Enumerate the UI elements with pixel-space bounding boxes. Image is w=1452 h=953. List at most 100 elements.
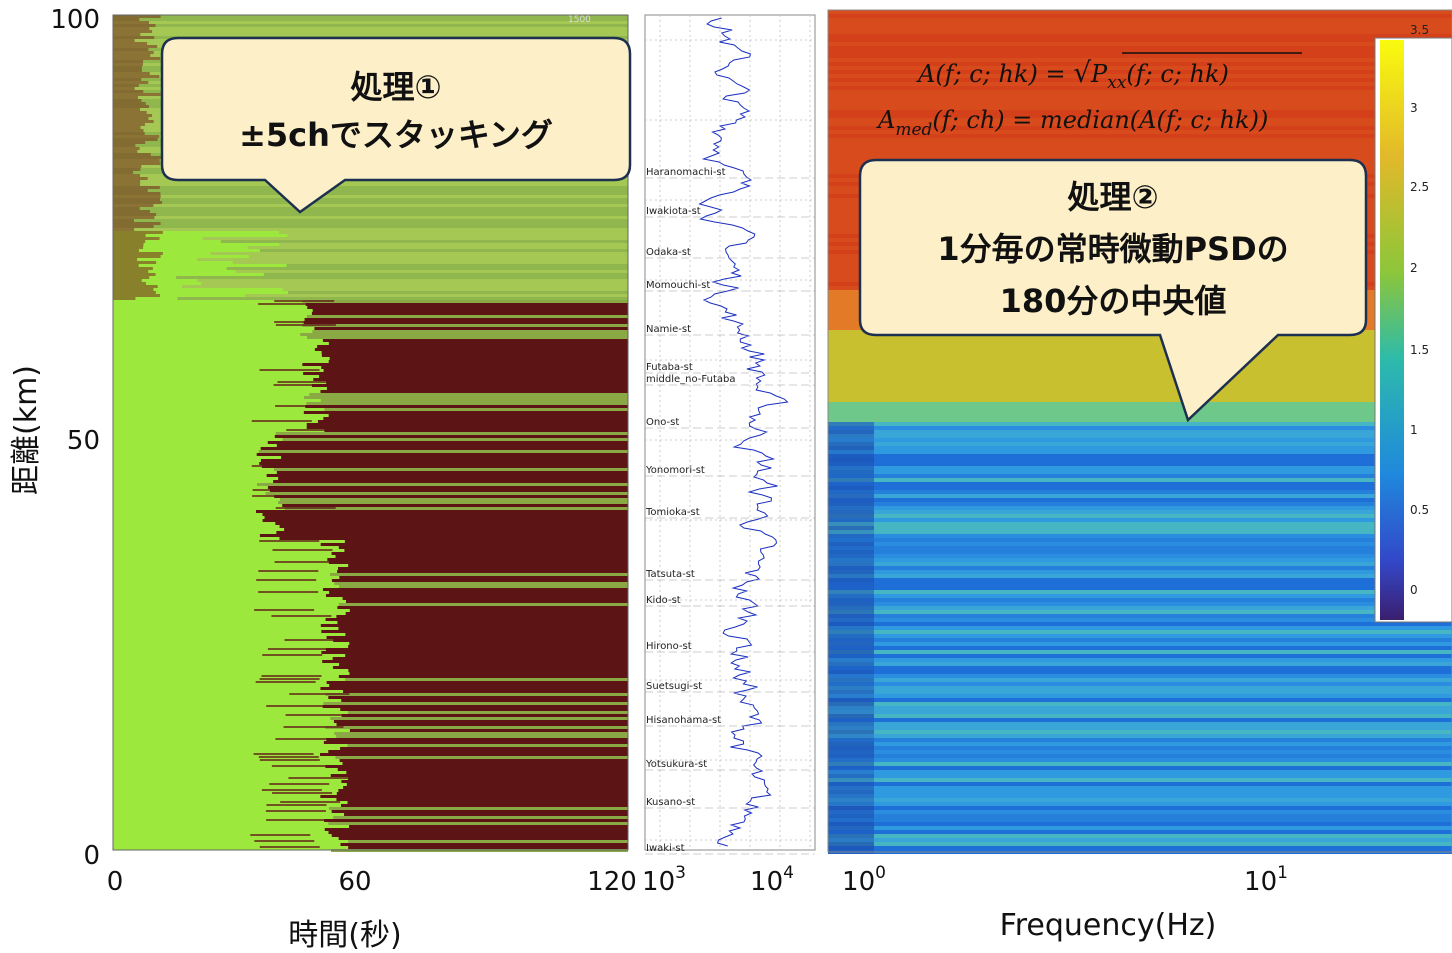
texture <box>113 84 139 87</box>
texture <box>319 375 628 378</box>
texture <box>828 526 874 530</box>
texture <box>317 345 628 348</box>
texture <box>306 402 628 405</box>
texture <box>828 438 1452 442</box>
texture <box>283 726 344 728</box>
colorbar-tick-label: 1 <box>1410 423 1418 437</box>
texture <box>828 582 874 586</box>
texture <box>113 180 141 183</box>
colorbar-tick-label: 3 <box>1410 101 1418 115</box>
formula-part: A(f; c; hk) = <box>916 60 1073 88</box>
texture <box>828 646 874 650</box>
texture <box>828 422 874 426</box>
texture <box>325 693 628 696</box>
texture <box>828 550 874 554</box>
texture <box>113 87 135 90</box>
texture <box>828 38 1452 42</box>
texture <box>828 26 1452 30</box>
texture <box>336 798 628 801</box>
texture <box>274 495 628 498</box>
texture <box>253 753 314 755</box>
texture <box>828 478 1452 482</box>
texture <box>828 794 874 798</box>
texture <box>113 219 134 222</box>
texture <box>276 471 628 474</box>
texture <box>113 144 136 147</box>
texture <box>828 30 1452 34</box>
tick-base: 10 <box>842 867 875 897</box>
colorbar-scale <box>1380 40 1404 620</box>
texture <box>259 540 320 542</box>
texture <box>828 494 1452 498</box>
texture <box>320 390 628 393</box>
texture <box>345 612 628 615</box>
texture <box>274 561 335 563</box>
tick-exp: 3 <box>675 863 686 883</box>
callout <box>160 36 632 214</box>
texture <box>279 243 628 246</box>
texture <box>828 842 874 846</box>
texture <box>256 483 628 486</box>
station-label: Tatsuta-st <box>645 569 695 580</box>
texture <box>264 516 628 519</box>
texture <box>828 806 1452 810</box>
texture <box>828 338 1452 342</box>
texture <box>828 518 874 522</box>
texture <box>113 105 149 108</box>
texture <box>828 790 874 794</box>
texture <box>828 666 874 670</box>
station-label: Tomioka-st <box>645 507 700 518</box>
texture <box>828 778 1452 782</box>
texture <box>113 102 146 105</box>
texture <box>828 606 1452 610</box>
texture <box>828 766 874 770</box>
texture <box>113 51 154 54</box>
station-label: Haranomachi-st <box>646 167 726 178</box>
texture <box>302 324 628 327</box>
texture <box>113 33 628 36</box>
texture <box>305 303 628 306</box>
texture <box>113 186 160 189</box>
texture <box>113 168 141 171</box>
texture <box>828 726 874 730</box>
texture <box>828 462 874 466</box>
texture <box>113 267 153 270</box>
texture <box>311 384 628 387</box>
texture <box>328 414 628 417</box>
texture <box>828 502 874 506</box>
texture <box>828 774 874 778</box>
texture <box>828 574 874 578</box>
texture <box>346 771 628 774</box>
texture <box>828 482 874 486</box>
texture <box>828 778 874 782</box>
texture <box>828 66 1452 70</box>
texture <box>828 626 874 630</box>
texture <box>196 258 628 261</box>
texture <box>345 678 628 681</box>
texture <box>278 501 628 504</box>
texture <box>828 734 874 738</box>
texture <box>828 830 874 834</box>
texture <box>828 730 1452 734</box>
colorbar-tick-label: 0.5 <box>1410 503 1429 517</box>
texture <box>828 150 1452 154</box>
texture <box>344 549 628 552</box>
texture <box>275 738 336 740</box>
texture <box>113 15 161 18</box>
texture <box>828 398 1452 402</box>
texture <box>284 639 345 641</box>
texture <box>307 336 628 339</box>
x-tick-label: 100 <box>842 863 886 897</box>
texture <box>828 810 874 814</box>
callout-text: 180分の中央値 <box>1000 282 1227 320</box>
texture <box>259 534 628 537</box>
texture <box>323 702 628 705</box>
station-label: Namie-st <box>646 324 691 335</box>
texture <box>339 663 628 666</box>
texture <box>828 666 1452 670</box>
texture <box>113 198 628 201</box>
texture <box>828 790 1452 794</box>
texture <box>348 846 628 849</box>
texture <box>828 122 1452 126</box>
texture <box>271 765 332 767</box>
